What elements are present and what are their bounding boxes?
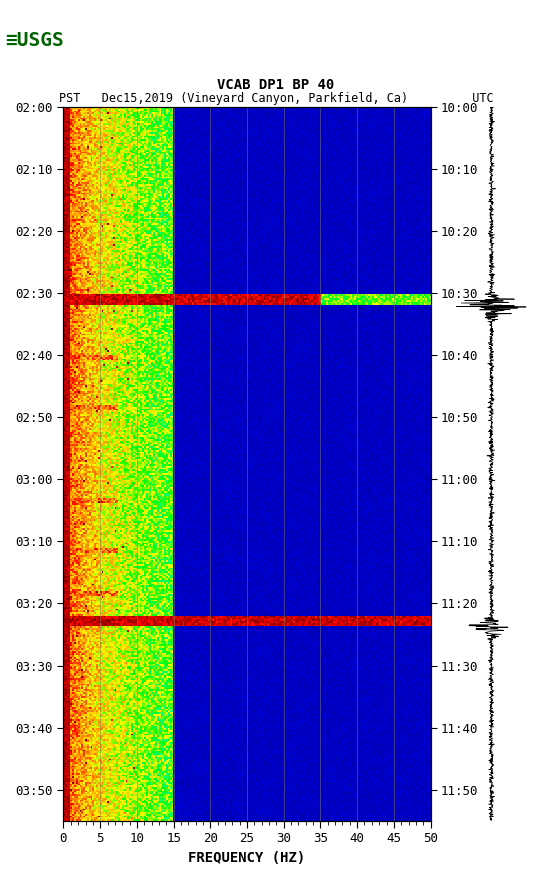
Text: ≡USGS: ≡USGS (6, 30, 64, 50)
Text: VCAB DP1 BP 40: VCAB DP1 BP 40 (217, 78, 335, 92)
X-axis label: FREQUENCY (HZ): FREQUENCY (HZ) (188, 851, 306, 865)
Text: PST   Dec15,2019 (Vineyard Canyon, Parkfield, Ca)         UTC: PST Dec15,2019 (Vineyard Canyon, Parkfie… (59, 92, 493, 104)
